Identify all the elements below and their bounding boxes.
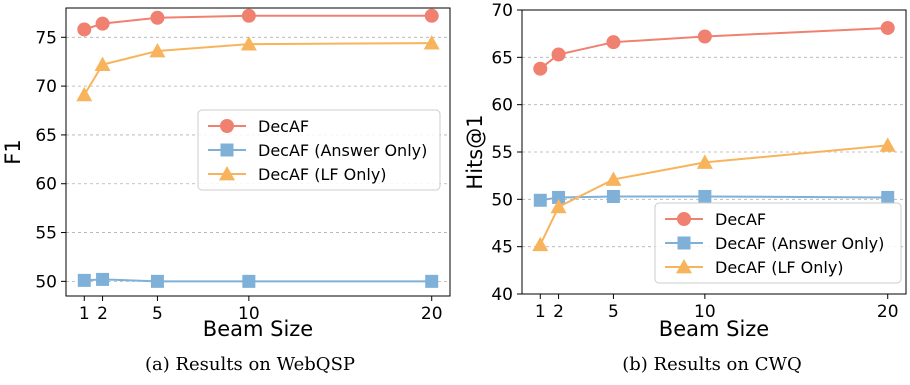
data-point (424, 8, 439, 23)
data-point (533, 61, 548, 76)
data-point (76, 86, 93, 102)
y-tick-label: 45 (491, 238, 513, 258)
data-point (550, 198, 567, 214)
caption: (b) Results on CWQ (622, 354, 801, 375)
y-tick-label: 50 (35, 272, 57, 292)
data-point (241, 8, 256, 23)
legend-entry: DecAF (LF Only) (715, 258, 844, 277)
y-tick-label: 70 (35, 77, 57, 97)
legend-marker (676, 259, 692, 274)
legend: DecAF DecAF (Answer Only) DecAF (LF Only) (197, 109, 441, 191)
legend-marker (677, 236, 691, 250)
x-tick-label: 10 (238, 304, 260, 324)
y-tick-label: 55 (491, 143, 513, 163)
legend-entry: DecAF (258, 117, 309, 136)
series-line-1 (83, 14, 432, 31)
y-tick-label: 75 (35, 28, 57, 48)
legend-entry: DecAF (715, 210, 766, 229)
data-point (881, 190, 895, 204)
data-point (605, 171, 622, 186)
data-point (606, 35, 621, 50)
legend-entry: DecAF (Answer Only) (258, 141, 427, 160)
x-axis-label: Beam Size (203, 317, 313, 341)
legend: DecAF DecAF (Answer Only) DecAF (LF Only) (654, 202, 902, 284)
x-tick-label: 2 (553, 302, 564, 322)
x-tick-label: 10 (694, 302, 716, 322)
data-point (880, 20, 895, 35)
y-axis-label: F1 (1, 139, 25, 164)
data-point (150, 10, 165, 25)
x-tick-label: 20 (877, 302, 899, 322)
series-line-3 (83, 42, 432, 96)
data-point (150, 274, 164, 288)
caption: (a) Results on WebQSP (145, 354, 355, 375)
legend-marker (677, 212, 691, 226)
data-point (96, 272, 110, 286)
data-point (149, 42, 166, 58)
y-tick-label: 60 (35, 175, 57, 195)
legend-marker (220, 143, 234, 157)
data-point (423, 35, 440, 50)
y-tick-label: 65 (491, 48, 513, 68)
legend-entry: DecAF (LF Only) (258, 165, 387, 184)
y-tick-label: 70 (491, 1, 513, 21)
data-point (94, 56, 111, 72)
data-point (77, 273, 91, 287)
data-point (77, 22, 92, 37)
y-axis-label: Hits@1 (463, 114, 487, 189)
data-point (425, 274, 439, 288)
chart-panel-2: 40 45 50 55 60 65 70 1 2 5 10 20 Beam Size Hits@1 DecA… (463, 1, 907, 375)
y-tick-label: 50 (491, 190, 513, 210)
data-point (95, 16, 110, 31)
plot-frame (65, 7, 451, 297)
legend-entry: DecAF (Answer Only) (715, 234, 884, 253)
data-point (242, 274, 256, 288)
data-point (240, 36, 257, 51)
x-axis-label: Beam Size (659, 317, 769, 341)
data-point (879, 137, 896, 152)
data-point (551, 47, 566, 62)
data-point (698, 189, 712, 203)
legend-marker (219, 166, 235, 181)
data-point (696, 154, 713, 169)
data-point (552, 190, 566, 204)
data-point (532, 236, 549, 252)
y-tick-label: 55 (35, 224, 57, 244)
data-point (606, 189, 620, 203)
x-tick-label: 5 (152, 304, 163, 324)
x-tick-label: 1 (79, 304, 90, 324)
y-tick-label: 40 (491, 285, 513, 305)
x-tick-label: 1 (535, 302, 546, 322)
x-tick-label: 20 (421, 304, 443, 324)
series-line-1 (539, 26, 888, 70)
legend-box (197, 109, 441, 191)
y-tick-label: 60 (491, 96, 513, 116)
series-line-2 (84, 278, 432, 283)
legend-box (654, 202, 902, 284)
x-tick-label: 2 (97, 304, 108, 324)
data-point (533, 193, 547, 207)
x-tick-label: 5 (608, 302, 619, 322)
y-tick-label: 65 (35, 126, 57, 146)
data-point (697, 29, 712, 44)
legend-marker (220, 119, 234, 133)
